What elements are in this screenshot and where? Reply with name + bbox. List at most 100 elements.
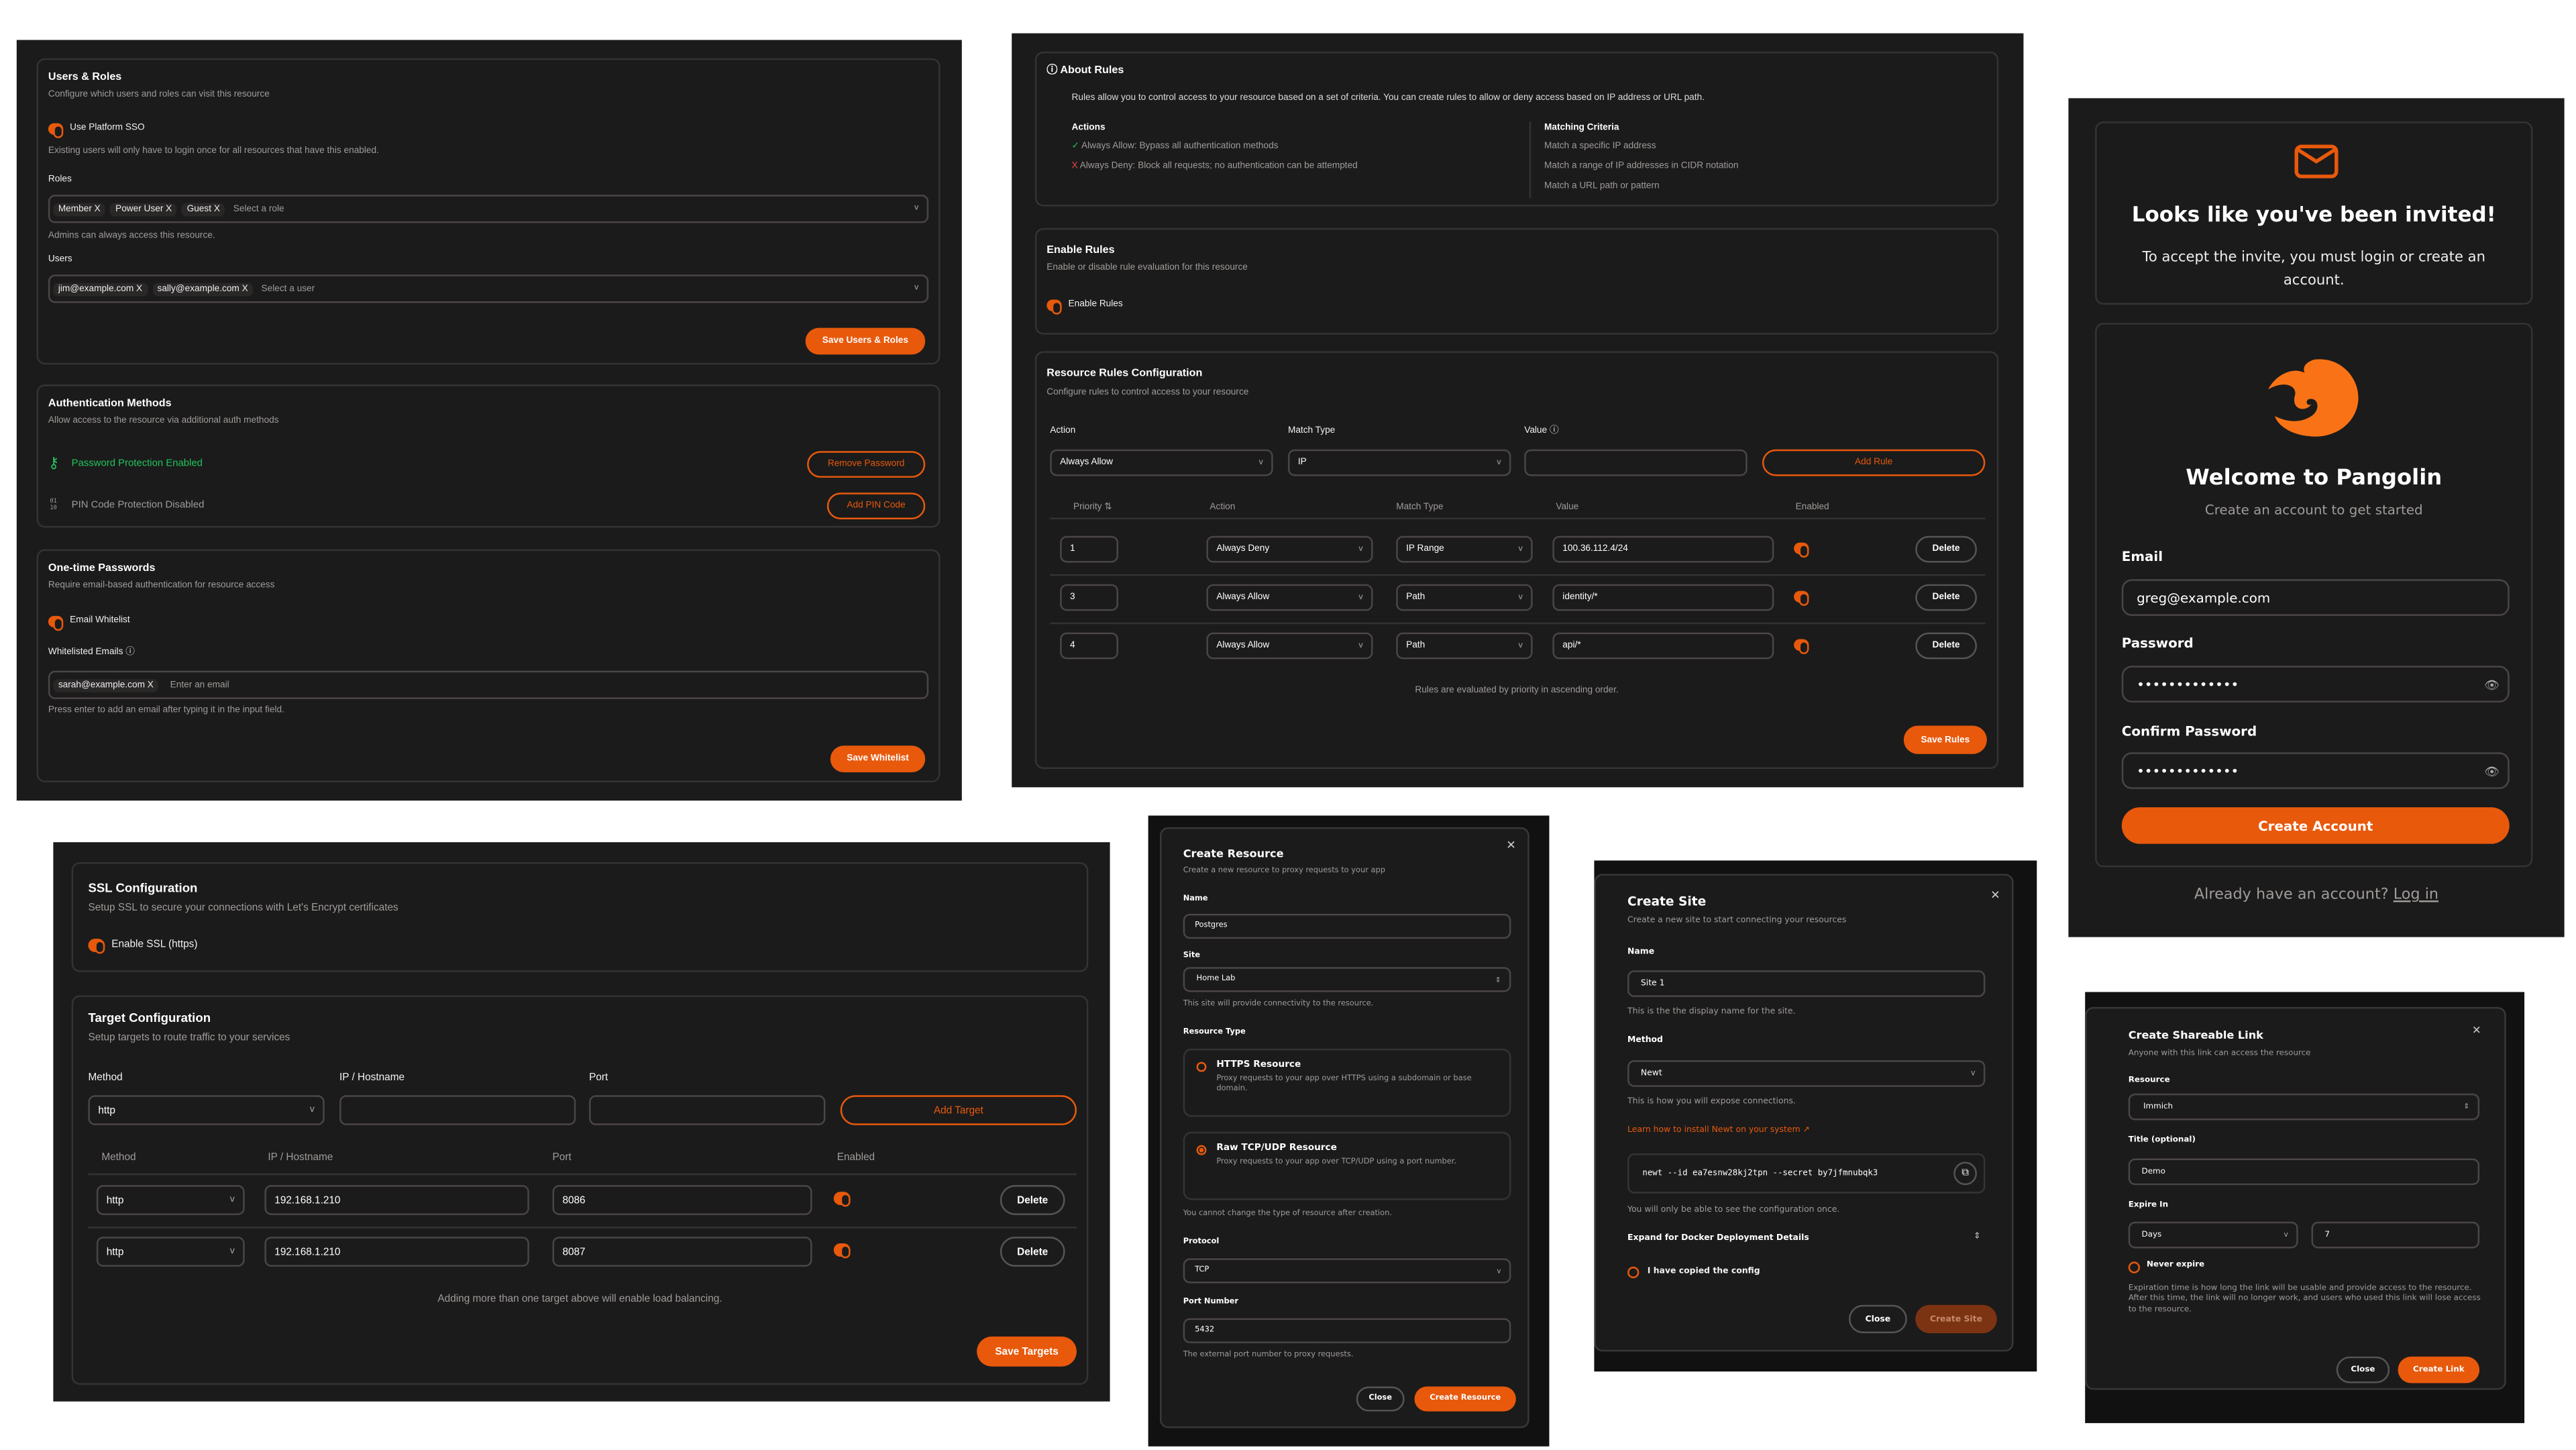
action-select[interactable]: Always Allow v — [1206, 584, 1373, 611]
delete-button[interactable]: Delete — [1915, 535, 1977, 563]
title-input[interactable]: Demo — [2128, 1158, 2480, 1186]
priority-input[interactable]: 1 — [1060, 535, 1118, 563]
remove-tag-icon[interactable]: X — [94, 203, 101, 214]
ip-input[interactable] — [339, 1095, 576, 1125]
users-select[interactable]: jim@example.com X sally@example.com X Se… — [48, 274, 929, 303]
copy-icon[interactable]: ⧉ — [1953, 1161, 1977, 1186]
email-whitelist-toggle[interactable] — [48, 615, 64, 630]
dialog-title: Create Site — [1627, 894, 1707, 909]
close-button[interactable]: Close — [2336, 1356, 2390, 1384]
delete-button[interactable]: Delete — [1915, 584, 1977, 611]
toggle-label: Enable SSL (https) — [111, 939, 198, 951]
remove-tag-icon[interactable]: X — [241, 283, 248, 294]
priority-input[interactable]: 3 — [1060, 584, 1118, 611]
card-description: Enable or disable rule evaluation for th… — [1046, 262, 1248, 273]
close-icon[interactable]: ✕ — [2472, 1023, 2481, 1037]
login-link[interactable]: Log in — [2393, 887, 2439, 904]
site-select[interactable]: Home Lab ⇕ — [1183, 967, 1511, 992]
action-select[interactable]: Always Allow v — [1050, 449, 1273, 476]
enable-rules-card: Enable Rules Enable or disable rule eval… — [1034, 227, 1999, 335]
protocol-select[interactable]: TCP v — [1183, 1258, 1511, 1284]
email-field[interactable]: greg@example.com — [2121, 579, 2510, 616]
match-select[interactable]: IP Range v — [1396, 535, 1533, 563]
enabled-toggle[interactable] — [833, 1192, 851, 1206]
close-button[interactable]: Close — [1356, 1386, 1405, 1412]
copied-checkbox[interactable] — [1627, 1266, 1640, 1279]
match-select[interactable]: Path v — [1396, 584, 1533, 611]
raw-tcp-udp-option[interactable]: Raw TCP/UDP Resource Proxy requests to y… — [1183, 1131, 1511, 1200]
eye-icon[interactable]: 👁 — [2484, 676, 2500, 692]
radio-selected[interactable] — [1196, 1145, 1207, 1155]
save-rules-button[interactable]: Save Rules — [1903, 725, 1987, 754]
confirm-password-field[interactable]: ••••••••••••• 👁 — [2121, 752, 2510, 789]
enabled-toggle[interactable] — [1794, 639, 1809, 654]
enable-rules-toggle[interactable] — [1046, 299, 1062, 314]
ip-input[interactable]: 192.168.1.210 — [264, 1185, 529, 1215]
method-select[interactable]: http v — [88, 1095, 325, 1125]
match-select[interactable]: Path v — [1396, 632, 1533, 660]
delete-button[interactable]: Delete — [1000, 1237, 1065, 1267]
expire-unit-select[interactable]: Days v — [2128, 1221, 2298, 1249]
roles-select[interactable]: Member X Power User X Guest X Select a r… — [48, 195, 929, 223]
port-input[interactable]: 8087 — [552, 1237, 812, 1267]
sort-icon[interactable]: ⇅ — [1104, 503, 1112, 513]
enabled-toggle[interactable] — [1794, 542, 1809, 557]
email-input[interactable]: sarah@example.com X Enter an email — [48, 670, 929, 699]
column-priority[interactable]: Priority ⇅ — [1073, 503, 1112, 513]
action-select[interactable]: Always Deny v — [1206, 535, 1373, 563]
chevron-up-down-icon[interactable]: ⇕ — [1973, 1231, 1981, 1242]
create-site-button[interactable]: Create Site — [1915, 1304, 1997, 1333]
expire-amount-input[interactable]: 7 — [2311, 1221, 2480, 1249]
close-icon[interactable]: ✕ — [1506, 839, 1516, 853]
method-select[interactable]: http v — [96, 1237, 245, 1267]
criteria-item: Match a specific IP address — [1544, 141, 1656, 152]
save-whitelist-button[interactable]: Save Whitelist — [830, 745, 926, 772]
ip-input[interactable]: 192.168.1.210 — [264, 1237, 529, 1267]
create-account-button[interactable]: Create Account — [2121, 807, 2510, 844]
install-newt-link[interactable]: Learn how to install Newt on your system… — [1627, 1125, 1810, 1135]
https-option[interactable]: HTTPS Resource Proxy requests to your ap… — [1183, 1048, 1511, 1117]
remove-tag-icon[interactable]: X — [213, 203, 220, 214]
delete-button[interactable]: Delete — [1000, 1185, 1065, 1215]
create-link-button[interactable]: Create Link — [2398, 1356, 2480, 1384]
remove-tag-icon[interactable]: X — [166, 203, 172, 214]
close-button[interactable]: Close — [1848, 1304, 1907, 1333]
radio[interactable] — [1196, 1061, 1207, 1072]
sso-toggle[interactable] — [48, 123, 64, 138]
remove-tag-icon[interactable]: X — [136, 283, 143, 294]
priority-input[interactable]: 4 — [1060, 632, 1118, 660]
ssl-toggle[interactable] — [88, 939, 105, 953]
delete-button[interactable]: Delete — [1915, 632, 1977, 660]
value-input[interactable]: identity/* — [1552, 584, 1774, 611]
info-icon[interactable]: ⓘ — [1549, 426, 1559, 436]
add-target-button[interactable]: Add Target — [840, 1095, 1077, 1125]
add-pin-button[interactable]: Add PIN Code — [826, 493, 926, 519]
action-select[interactable]: Always Allow v — [1206, 632, 1373, 660]
eye-icon[interactable]: 👁 — [2484, 763, 2500, 778]
method-select[interactable]: Newt v — [1627, 1060, 1986, 1087]
resource-select[interactable]: Immich ⇕ — [2128, 1093, 2480, 1121]
name-input[interactable]: Site 1 — [1627, 970, 1986, 997]
remove-password-button[interactable]: Remove Password — [807, 451, 926, 478]
method-select[interactable]: http v — [96, 1185, 245, 1215]
save-users-roles-button[interactable]: Save Users & Roles — [805, 327, 926, 355]
enabled-toggle[interactable] — [833, 1243, 851, 1258]
add-rule-button[interactable]: Add Rule — [1762, 449, 1986, 476]
value-input[interactable]: api/* — [1552, 632, 1774, 660]
enabled-toggle[interactable] — [1794, 590, 1809, 605]
port-input[interactable] — [589, 1095, 826, 1125]
port-input[interactable]: 5432 — [1183, 1318, 1511, 1343]
name-input[interactable]: Postgres — [1183, 913, 1511, 939]
never-expire-checkbox[interactable] — [2128, 1261, 2141, 1274]
value-input[interactable] — [1524, 449, 1748, 476]
docker-details-toggle[interactable]: Expand for Docker Deployment Details — [1627, 1233, 1809, 1244]
value-input[interactable]: 100.36.112.4/24 — [1552, 535, 1774, 563]
info-icon[interactable]: ⓘ — [125, 647, 135, 658]
close-icon[interactable]: ✕ — [1990, 888, 2000, 902]
create-resource-button[interactable]: Create Resource — [1414, 1386, 1516, 1412]
remove-tag-icon[interactable]: X — [147, 680, 154, 690]
match-type-select[interactable]: IP v — [1287, 449, 1511, 476]
save-targets-button[interactable]: Save Targets — [977, 1336, 1077, 1367]
port-input[interactable]: 8086 — [552, 1185, 812, 1215]
password-field[interactable]: ••••••••••••• 👁 — [2121, 666, 2510, 703]
